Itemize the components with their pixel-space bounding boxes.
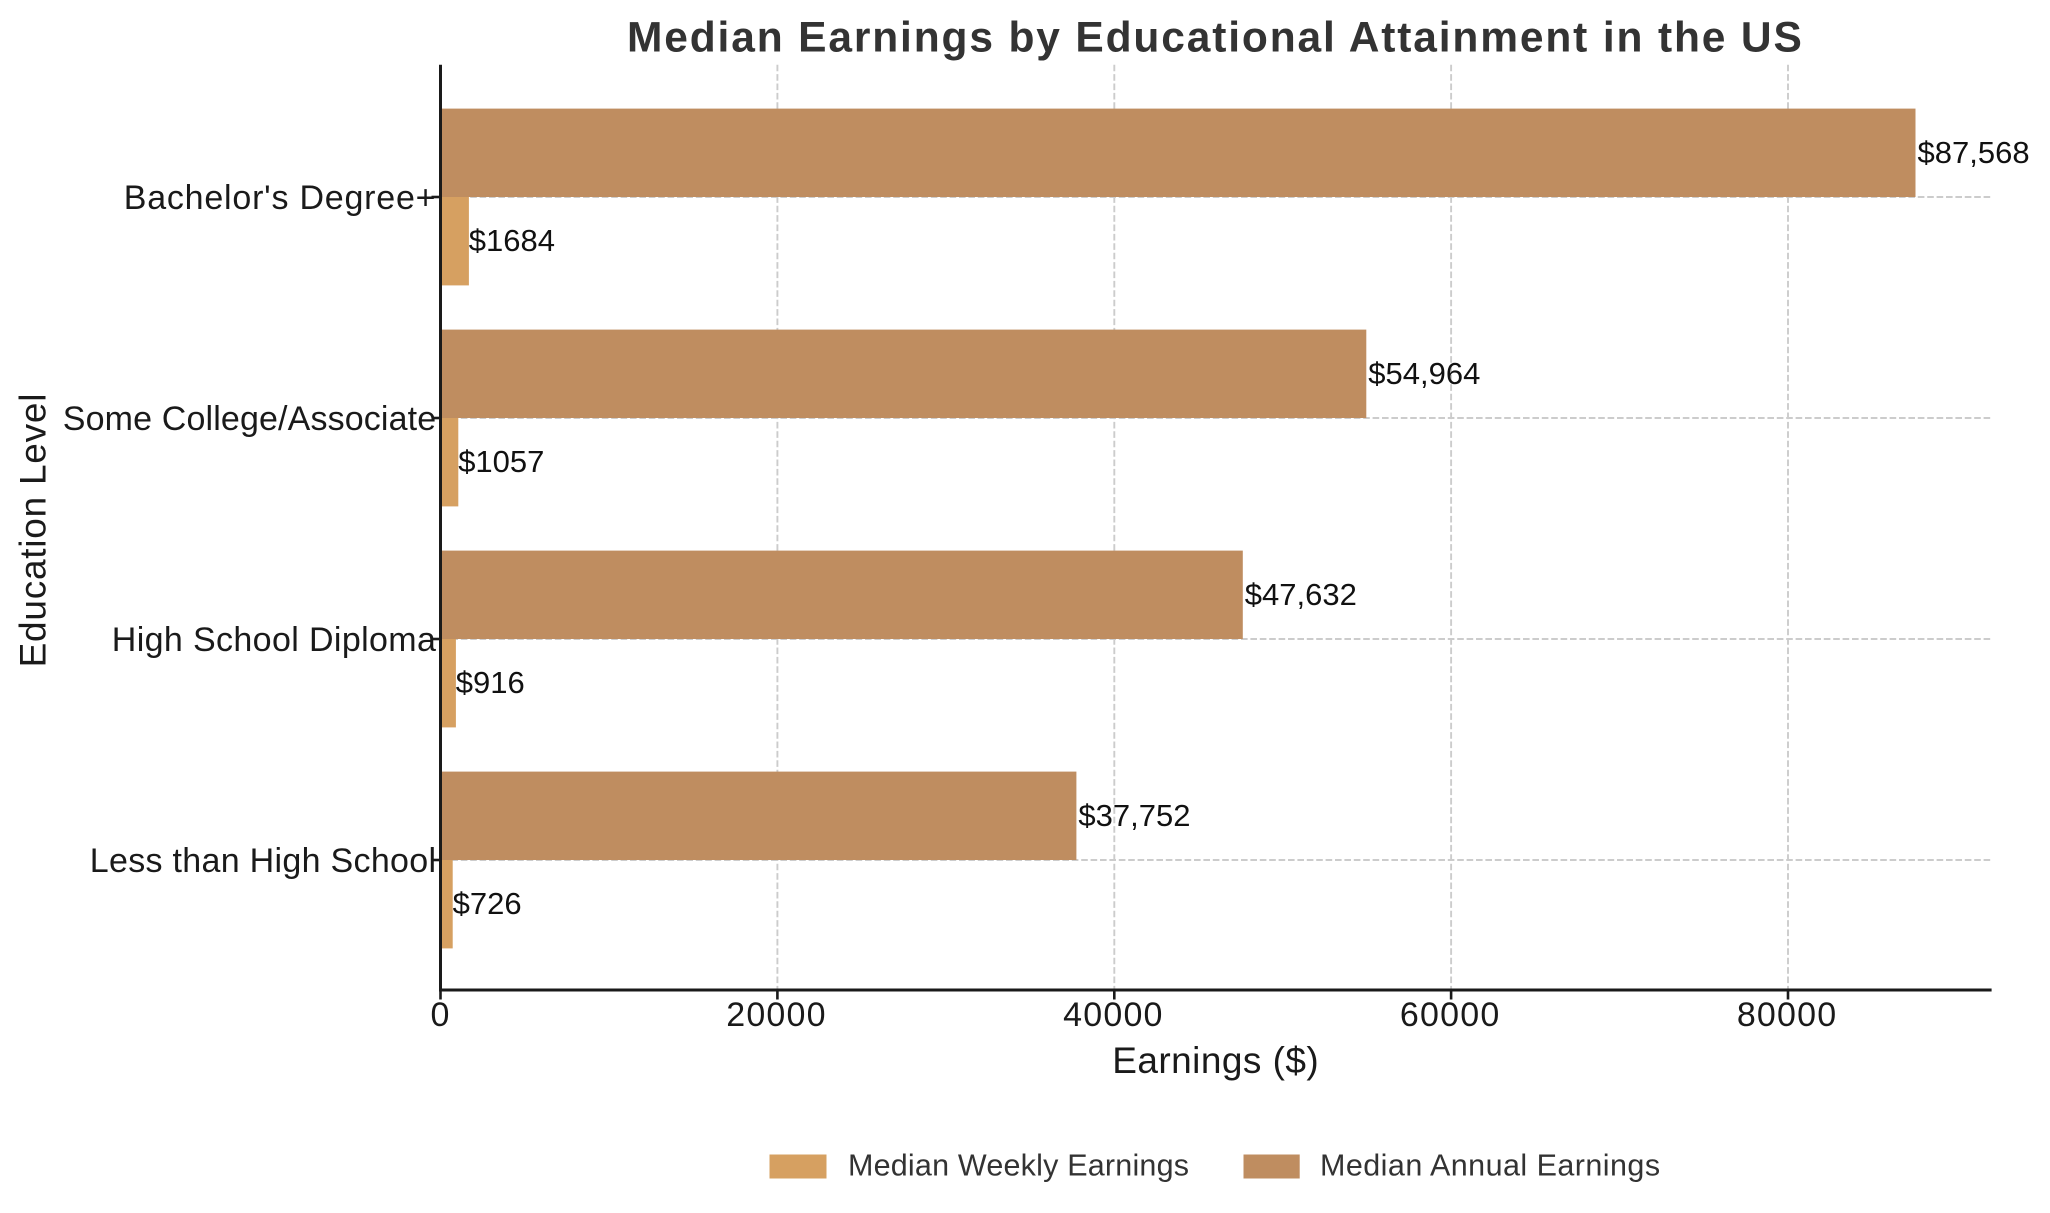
svg-text:$54,964: $54,964 <box>1368 356 1480 391</box>
svg-text:$1057: $1057 <box>458 444 544 479</box>
svg-text:60000: 60000 <box>1400 996 1501 1034</box>
svg-text:80000: 80000 <box>1737 996 1838 1034</box>
svg-text:Bachelor's Degree+: Bachelor's Degree+ <box>124 179 437 217</box>
svg-text:Education Level: Education Level <box>13 393 54 668</box>
svg-text:High School Diploma: High School Diploma <box>112 621 437 659</box>
svg-text:Less than High School: Less than High School <box>90 842 437 880</box>
svg-text:Some College/Associate: Some College/Associate <box>63 400 437 438</box>
svg-text:Earnings ($): Earnings ($) <box>1112 1040 1319 1081</box>
svg-text:0: 0 <box>430 996 450 1034</box>
svg-text:Median Weekly Earnings: Median Weekly Earnings <box>848 1148 1189 1182</box>
svg-text:Median Earnings by Educational: Median Earnings by Educational Attainmen… <box>627 15 1804 62</box>
svg-text:$1684: $1684 <box>469 223 555 258</box>
svg-text:20000: 20000 <box>726 996 827 1034</box>
svg-text:40000: 40000 <box>1063 996 1164 1034</box>
svg-text:Median Annual Earnings: Median Annual Earnings <box>1320 1148 1661 1182</box>
svg-text:$916: $916 <box>456 665 525 700</box>
svg-text:$47,632: $47,632 <box>1245 577 1357 612</box>
svg-text:$87,568: $87,568 <box>1918 135 2030 170</box>
svg-text:$37,752: $37,752 <box>1078 798 1190 833</box>
svg-text:$726: $726 <box>453 886 522 921</box>
